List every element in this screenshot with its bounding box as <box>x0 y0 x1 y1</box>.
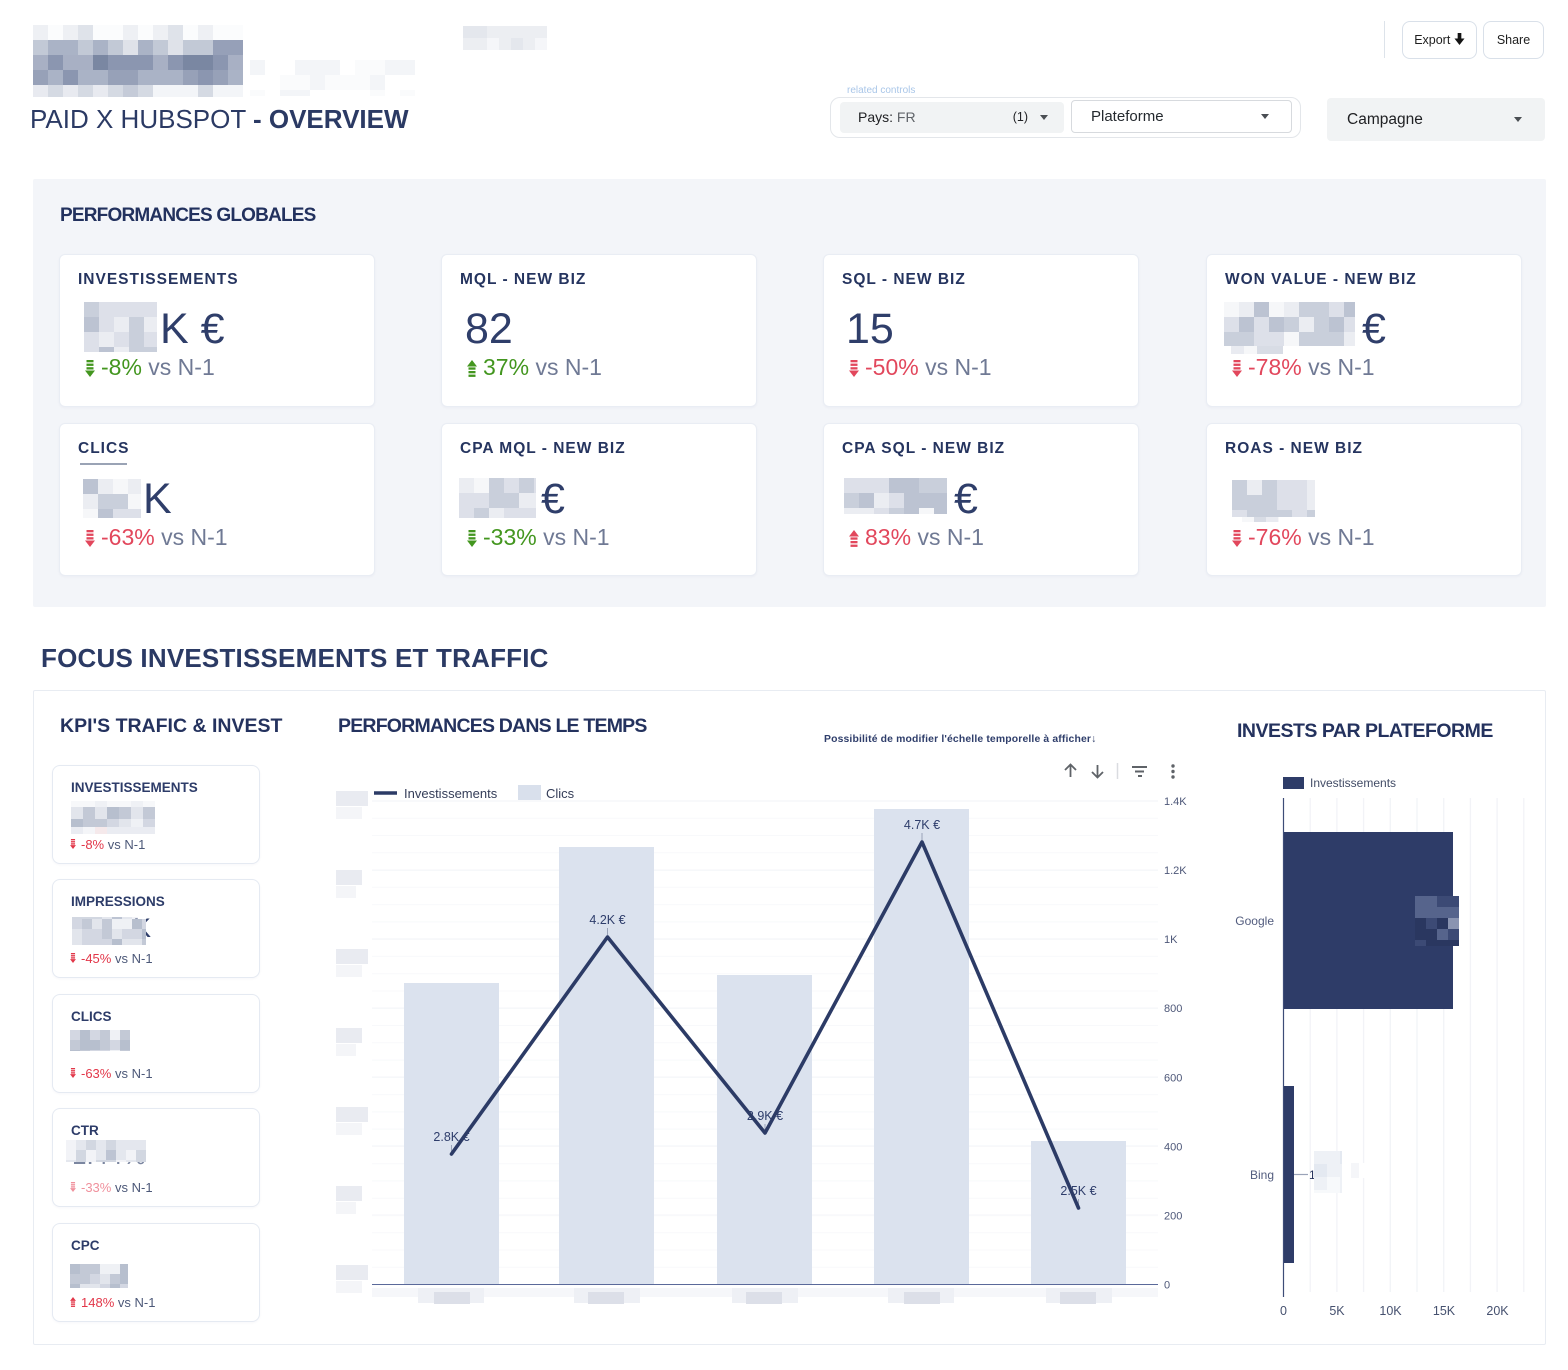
svg-text:15K: 15K <box>1433 1304 1456 1318</box>
svg-text:0: 0 <box>1280 1304 1287 1318</box>
svg-text:0: 0 <box>1164 1280 1170 1292</box>
svg-text:Investissements: Investissements <box>1310 776 1396 790</box>
svg-text:1K: 1K <box>1164 934 1178 946</box>
svg-text:200: 200 <box>1164 1210 1182 1222</box>
svg-text:Investissements: Investissements <box>404 786 498 801</box>
svg-text:1.2K: 1.2K <box>1164 865 1187 877</box>
svg-text:2.5K €: 2.5K € <box>1060 1184 1096 1198</box>
svg-text:5K: 5K <box>1329 1304 1345 1318</box>
svg-text:10K: 10K <box>1379 1304 1402 1318</box>
svg-text:400: 400 <box>1164 1141 1182 1153</box>
svg-text:20K: 20K <box>1486 1304 1509 1318</box>
svg-text:Bing: Bing <box>1250 1168 1274 1182</box>
svg-text:Google: Google <box>1235 914 1274 928</box>
svg-text:600: 600 <box>1164 1072 1182 1084</box>
svg-text:Clics: Clics <box>546 786 575 801</box>
svg-text:800: 800 <box>1164 1003 1182 1015</box>
svg-text:4.2K €: 4.2K € <box>589 913 625 927</box>
svg-text:4.7K €: 4.7K € <box>904 818 940 832</box>
svg-text:1: 1 <box>1309 1168 1316 1182</box>
svg-text:1.4K: 1.4K <box>1164 796 1187 808</box>
